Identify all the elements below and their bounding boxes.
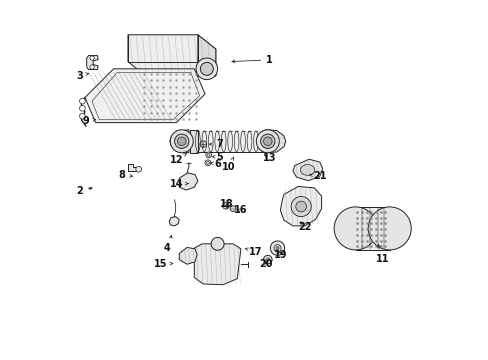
Polygon shape (128, 35, 215, 76)
Text: 6: 6 (210, 159, 221, 169)
Text: 22: 22 (298, 222, 311, 231)
Circle shape (207, 153, 210, 156)
Text: 1: 1 (231, 55, 272, 65)
Text: 20: 20 (259, 259, 272, 269)
Text: 3: 3 (76, 71, 88, 81)
Circle shape (177, 137, 185, 145)
Text: 5: 5 (212, 152, 223, 162)
Text: 7: 7 (209, 139, 223, 149)
Text: 18: 18 (219, 199, 233, 210)
Circle shape (290, 197, 310, 217)
Polygon shape (194, 244, 241, 285)
Polygon shape (169, 130, 188, 153)
Text: 17: 17 (245, 247, 262, 257)
Circle shape (211, 237, 224, 250)
Text: 13: 13 (263, 153, 276, 163)
Text: 21: 21 (309, 171, 326, 181)
Circle shape (200, 62, 213, 75)
Circle shape (206, 161, 209, 164)
Text: 15: 15 (153, 259, 173, 269)
Circle shape (90, 65, 94, 69)
Circle shape (230, 206, 235, 212)
Text: 8: 8 (118, 170, 132, 180)
Text: 4: 4 (163, 235, 172, 253)
Polygon shape (198, 35, 215, 76)
Text: 10: 10 (221, 157, 235, 172)
Circle shape (200, 141, 206, 147)
Circle shape (204, 160, 210, 166)
Circle shape (205, 152, 211, 158)
Circle shape (256, 130, 279, 153)
Circle shape (80, 98, 85, 104)
Circle shape (80, 113, 85, 119)
Polygon shape (280, 186, 321, 226)
Circle shape (367, 207, 410, 250)
Circle shape (276, 247, 278, 249)
Text: 14: 14 (169, 179, 188, 189)
Circle shape (170, 130, 193, 153)
Circle shape (90, 56, 94, 60)
Text: 12: 12 (169, 154, 186, 165)
Text: 9: 9 (82, 116, 96, 126)
Ellipse shape (300, 165, 314, 175)
Circle shape (136, 166, 142, 172)
Polygon shape (179, 247, 197, 264)
Polygon shape (169, 217, 179, 226)
Polygon shape (86, 55, 98, 69)
Polygon shape (265, 130, 285, 153)
Circle shape (263, 255, 271, 264)
Circle shape (222, 203, 228, 209)
Text: 2: 2 (76, 186, 92, 196)
Circle shape (80, 105, 85, 111)
Polygon shape (85, 69, 204, 123)
Text: 11: 11 (375, 244, 388, 264)
Polygon shape (355, 207, 389, 250)
Text: 19: 19 (273, 250, 286, 260)
Circle shape (174, 134, 188, 148)
Polygon shape (179, 173, 198, 190)
Circle shape (273, 244, 281, 252)
Polygon shape (189, 130, 198, 153)
Circle shape (333, 207, 376, 250)
Circle shape (270, 241, 284, 255)
Circle shape (263, 137, 271, 145)
Polygon shape (292, 159, 322, 181)
Polygon shape (128, 164, 137, 171)
Circle shape (265, 258, 269, 261)
Polygon shape (192, 131, 264, 152)
Circle shape (196, 58, 217, 80)
Circle shape (260, 134, 274, 148)
Circle shape (295, 201, 306, 212)
Text: 16: 16 (234, 206, 247, 216)
